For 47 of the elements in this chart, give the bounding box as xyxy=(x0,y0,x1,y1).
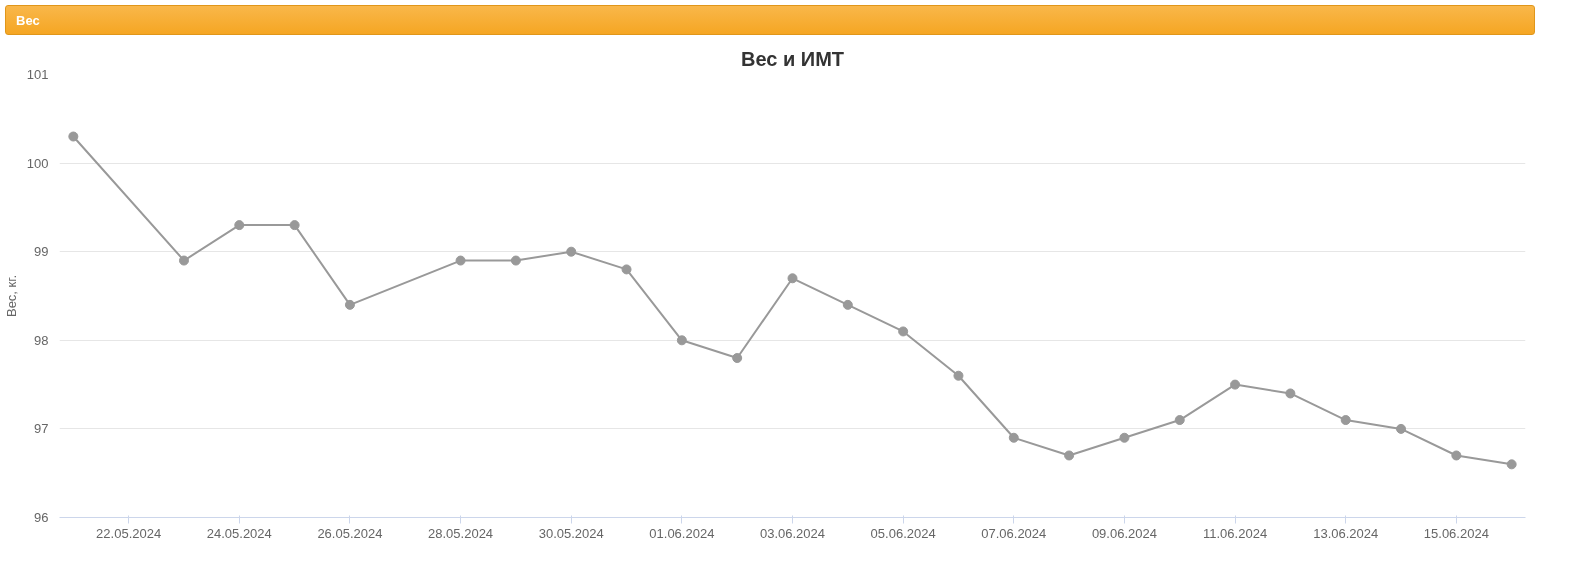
y-axis-title: Вес, кг. xyxy=(3,274,19,318)
point xyxy=(1285,388,1296,399)
x-tick-label: 15.06.2024 xyxy=(1423,525,1489,541)
x-tick-label: 05.06.2024 xyxy=(870,525,936,541)
x-tick-label: 22.05.2024 xyxy=(96,525,162,541)
x-tick-label: 01.06.2024 xyxy=(649,525,715,541)
x-tick-label: 26.05.2024 xyxy=(317,525,383,541)
x-tick-label: 03.06.2024 xyxy=(759,525,826,541)
point xyxy=(676,335,687,346)
point xyxy=(510,255,521,266)
text: Вес xyxy=(16,12,40,30)
x-tick-label: 30.05.2024 xyxy=(538,525,604,541)
y-tick-label: 101 xyxy=(26,67,49,82)
point xyxy=(455,255,466,266)
point xyxy=(842,299,853,310)
point xyxy=(68,131,79,142)
point xyxy=(178,255,189,266)
point xyxy=(898,326,909,337)
x-tick-label: 24.05.2024 xyxy=(206,525,272,541)
y-tick-label: 98 xyxy=(34,332,49,348)
point xyxy=(1506,459,1517,470)
point xyxy=(787,273,798,284)
point xyxy=(1230,379,1241,390)
point xyxy=(1396,423,1407,434)
point xyxy=(1008,432,1019,443)
point xyxy=(621,264,632,275)
point xyxy=(234,220,245,231)
y-tick-label: 99 xyxy=(34,244,49,260)
x-tick-label: 07.06.2024 xyxy=(981,525,1047,541)
x-tick-label: 09.06.2024 xyxy=(1091,525,1157,541)
x-tick-label: 11.06.2024 xyxy=(1203,525,1268,541)
point xyxy=(1119,432,1130,443)
point xyxy=(953,370,964,381)
point xyxy=(1451,450,1462,461)
y-tick-label: 96 xyxy=(34,510,49,525)
point xyxy=(732,353,743,364)
point xyxy=(289,220,300,231)
point xyxy=(1064,450,1075,461)
point xyxy=(1174,415,1185,426)
y-tick-label: 100 xyxy=(26,155,49,171)
chart-title: Вес и ИМТ xyxy=(740,47,845,70)
y-tick-label: 97 xyxy=(34,421,49,437)
x-tick-label: 13.06.2024 xyxy=(1313,525,1379,541)
x-tick-label: 28.05.2024 xyxy=(428,525,494,541)
point xyxy=(344,299,355,310)
point xyxy=(1340,415,1351,426)
point xyxy=(566,246,577,257)
